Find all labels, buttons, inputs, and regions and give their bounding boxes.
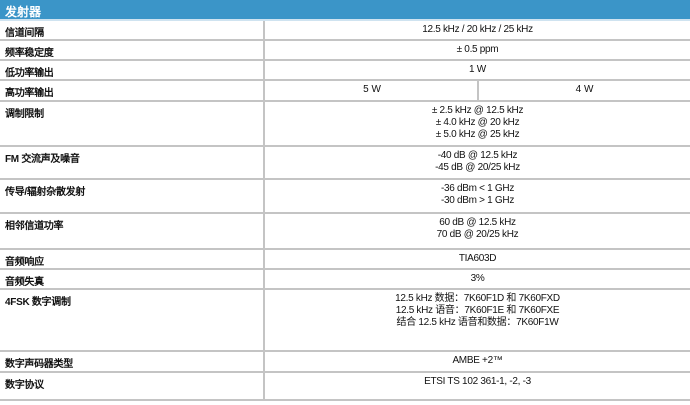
table-row: 信道间隔 12.5 kHz / 20 kHz / 25 kHz xyxy=(0,21,690,41)
value-line: ± 4.0 kHz @ 20 kHz xyxy=(435,117,520,128)
row-value: ETSI TS 102 361-1, -2, -3 xyxy=(263,373,690,399)
value-line: 12.5 kHz 数据：7K60F1D 和 7K60FXD xyxy=(395,293,560,304)
table-row: 频率稳定度 ± 0.5 ppm xyxy=(0,41,690,61)
row-label: 高功率输出 xyxy=(5,88,54,99)
value-line: -40 dB @ 12.5 kHz xyxy=(437,150,518,161)
value-line: 60 dB @ 12.5 kHz xyxy=(439,217,516,228)
row-value: ± 2.5 kHz @ 12.5 kHz ± 4.0 kHz @ 20 kHz … xyxy=(263,102,690,145)
table-row: 调制限制 ± 2.5 kHz @ 12.5 kHz ± 4.0 kHz @ 20… xyxy=(0,102,690,147)
row-value: 60 dB @ 12.5 kHz 70 dB @ 20/25 kHz xyxy=(263,214,690,248)
section-title: 发射器 xyxy=(5,5,42,19)
row-label: 低功率输出 xyxy=(5,68,54,79)
row-value: 3% xyxy=(263,270,690,288)
row-value-right: 4 W xyxy=(477,81,690,100)
row-value: ± 0.5 ppm xyxy=(263,41,690,59)
row-value-left: 5 W xyxy=(263,81,479,100)
table-row: 数字协议 ETSI TS 102 361-1, -2, -3 xyxy=(0,373,690,401)
value-line: ± 2.5 kHz @ 12.5 kHz xyxy=(431,105,524,116)
table-row: 传导/辐射杂散发射 -36 dBm < 1 GHz -30 dBm > 1 GH… xyxy=(0,180,690,214)
value-line: ETSI TS 102 361-1, -2, -3 xyxy=(424,376,531,387)
value-line: 70 dB @ 20/25 kHz xyxy=(436,229,519,240)
table-row: 相邻信道功率 60 dB @ 12.5 kHz 70 dB @ 20/25 kH… xyxy=(0,214,690,250)
value-line: 12.5 kHz / 20 kHz / 25 kHz xyxy=(422,24,533,35)
value-line: ± 0.5 ppm xyxy=(456,44,499,55)
row-label: 数字协议 xyxy=(5,380,44,391)
row-label: 音频失真 xyxy=(5,277,44,288)
row-label: 频率稳定度 xyxy=(5,48,54,59)
value-line: 1 W xyxy=(469,64,486,75)
value-line: -45 dB @ 20/25 kHz xyxy=(435,162,520,173)
table-row: 低功率输出 1 W xyxy=(0,61,690,81)
value-line: TIA603D xyxy=(458,253,497,264)
table-row: 音频响应 TIA603D xyxy=(0,250,690,270)
row-value: -40 dB @ 12.5 kHz -45 dB @ 20/25 kHz xyxy=(263,147,690,178)
row-label: 数字声码器类型 xyxy=(5,359,73,370)
row-value: -36 dBm < 1 GHz -30 dBm > 1 GHz xyxy=(263,180,690,212)
row-value: 1 W xyxy=(263,61,690,79)
value-line: 12.5 kHz 语音：7K60F1E 和 7K60FXE xyxy=(395,305,560,316)
table-row: 高功率输出 5 W 4 W xyxy=(0,81,690,102)
row-label: 相邻信道功率 xyxy=(5,221,64,232)
value-line: AMBE +2™ xyxy=(452,355,503,366)
value-line: 结合 12.5 kHz 语音和数据：7K60F1W xyxy=(396,317,559,328)
row-value: 12.5 kHz 数据：7K60F1D 和 7K60FXD 12.5 kHz 语… xyxy=(263,290,690,350)
value-line: -30 dBm > 1 GHz xyxy=(440,195,515,206)
value-line: -36 dBm < 1 GHz xyxy=(440,183,515,194)
row-label: 4FSK 数字调制 xyxy=(5,297,71,308)
table-row: 数字声码器类型 AMBE +2™ xyxy=(0,352,690,373)
row-value: TIA603D xyxy=(263,250,690,268)
table-row: 音频失真 3% xyxy=(0,270,690,290)
row-value: AMBE +2™ xyxy=(263,352,690,371)
row-label: FM 交流声及噪音 xyxy=(5,154,80,165)
table-row: 4FSK 数字调制 12.5 kHz 数据：7K60F1D 和 7K60FXD … xyxy=(0,290,690,352)
row-label: 传导/辐射杂散发射 xyxy=(5,187,86,198)
section-header: 发射器 xyxy=(0,0,690,21)
row-label: 音频响应 xyxy=(5,257,44,268)
row-label: 调制限制 xyxy=(5,109,44,120)
value-line: 3% xyxy=(470,273,485,284)
row-label: 信道间隔 xyxy=(5,28,44,39)
table-row: FM 交流声及噪音 -40 dB @ 12.5 kHz -45 dB @ 20/… xyxy=(0,147,690,180)
value-line: ± 5.0 kHz @ 25 kHz xyxy=(435,129,520,140)
row-value: 12.5 kHz / 20 kHz / 25 kHz xyxy=(263,21,690,39)
